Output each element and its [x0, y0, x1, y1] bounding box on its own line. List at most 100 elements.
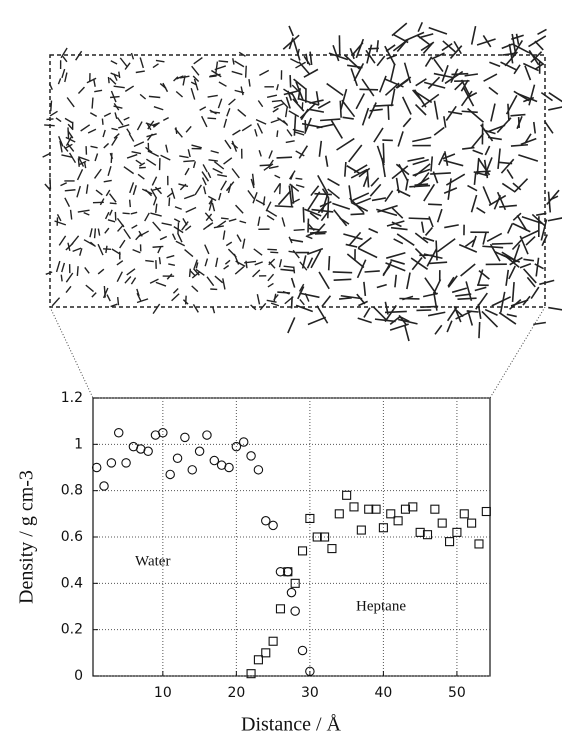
molecule-bond — [103, 179, 112, 183]
molecule-bond — [231, 142, 239, 149]
molecule-bond — [363, 281, 367, 297]
molecule-bond — [65, 272, 74, 283]
molecule-bond — [191, 271, 201, 279]
molecule-bond — [122, 212, 130, 215]
molecule-bond — [130, 277, 137, 285]
molecule-bond — [283, 265, 295, 269]
molecule-bond — [203, 186, 207, 195]
point — [312, 532, 322, 542]
molecule-bond — [314, 192, 332, 196]
molecule-bond — [181, 221, 189, 231]
molecule-bond — [301, 255, 307, 269]
molecule-bond — [152, 245, 164, 248]
molecule-bond — [376, 55, 386, 67]
point — [430, 504, 440, 514]
molecule-bond — [350, 201, 369, 212]
molecule-bond — [126, 268, 136, 276]
molecule-bond — [147, 150, 160, 157]
molecule-bond — [348, 231, 362, 247]
molecule-bond — [159, 235, 168, 241]
x-tick-label: 30 — [301, 685, 319, 701]
molecule-bond — [432, 292, 438, 311]
molecule-bond — [144, 189, 152, 197]
molecule-bond — [69, 209, 73, 220]
zoom-line — [489, 306, 546, 399]
molecule-bond — [89, 112, 98, 117]
point — [224, 462, 234, 473]
x-tick-label: 10 — [154, 685, 172, 701]
molecule-bond — [102, 129, 106, 138]
molecule-bond — [519, 263, 532, 269]
molecule-bond — [407, 156, 425, 162]
molecule-bond — [175, 127, 178, 135]
y-tick-label: 0 — [74, 668, 83, 684]
molecule-bond — [272, 107, 279, 113]
molecule-bond — [356, 259, 367, 279]
molecule-bond — [177, 232, 183, 243]
molecule-bond — [207, 172, 212, 179]
molecule-bond — [266, 209, 278, 217]
molecule-bond — [185, 206, 197, 213]
molecule-bond — [460, 263, 476, 277]
molecule-bond — [441, 42, 453, 52]
molecule-bond — [512, 212, 522, 221]
molecule-bond — [139, 57, 145, 69]
molecule-bond — [401, 96, 412, 115]
molecule-bond — [199, 106, 207, 111]
molecule-bond — [458, 243, 478, 253]
molecule-bond — [104, 227, 110, 234]
molecule-bond — [235, 204, 244, 214]
molecule-bond — [343, 233, 363, 241]
molecule-bond — [290, 296, 293, 309]
molecule-bond — [212, 167, 223, 174]
molecule-bond — [453, 41, 462, 55]
molecule-bond — [262, 196, 266, 206]
molecule-bond — [194, 184, 203, 196]
molecule-bond — [135, 70, 145, 74]
molecule-bond — [241, 124, 252, 132]
molecule-bond — [255, 119, 267, 125]
molecule-bond — [201, 115, 208, 128]
molecule-bond — [288, 250, 296, 254]
molecule-bond — [155, 281, 167, 287]
molecule-bond — [392, 38, 409, 52]
molecule-bond — [109, 202, 117, 205]
molecule-bond — [273, 293, 277, 303]
molecule-bond — [136, 292, 142, 302]
molecule-bond — [444, 224, 459, 229]
point — [415, 527, 425, 537]
molecule-bond — [268, 165, 279, 169]
molecule-bond — [170, 187, 176, 199]
molecule-bond — [44, 124, 55, 127]
molecule-bond — [232, 58, 235, 65]
molecule-bond — [109, 77, 117, 85]
molecule-bond — [60, 274, 63, 282]
molecule-bond — [548, 306, 562, 311]
molecule-bond — [64, 197, 71, 208]
molecule-bond — [482, 34, 492, 48]
zoom-line — [49, 306, 94, 399]
molecule-bond — [385, 262, 406, 272]
point — [261, 648, 271, 658]
molecule-bond — [107, 219, 116, 223]
molecule-bond — [309, 212, 320, 221]
molecule-bond — [357, 317, 372, 324]
point — [445, 537, 455, 547]
molecule-bond — [270, 118, 281, 124]
point — [275, 566, 286, 577]
molecule-bond — [228, 98, 236, 106]
molecule-bond — [146, 122, 152, 131]
molecule-bond — [518, 154, 539, 162]
molecule-bond — [58, 235, 67, 246]
molecule-bond — [191, 65, 200, 76]
molecule-bond — [390, 88, 396, 107]
molecule-bond — [266, 214, 275, 221]
molecule-bond — [93, 168, 102, 179]
molecule-bond — [242, 238, 246, 249]
molecule-bond — [177, 222, 180, 234]
molecule-bond — [290, 277, 296, 288]
molecule-bond — [233, 253, 240, 265]
molecule-bond — [338, 297, 352, 300]
molecule-bond — [204, 212, 214, 222]
molecule-bond — [498, 311, 517, 325]
